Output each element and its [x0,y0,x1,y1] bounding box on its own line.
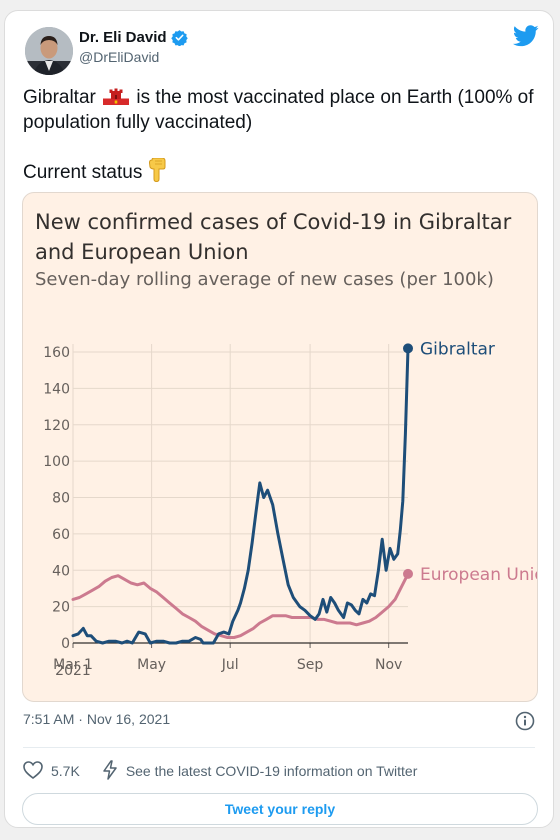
y-tick-label: 60 [52,527,70,543]
author-name[interactable]: Dr. Eli David [79,29,188,46]
backhand-pointing-down-icon [146,157,168,189]
tweet-actions: 5.7K See the latest COVID-19 information… [23,751,417,791]
y-tick-label: 120 [43,418,70,434]
tweet-timestamp[interactable]: 7:51 AM · Nov 16, 2021 [23,711,171,727]
author-avatar[interactable] [25,27,73,75]
tweet-time: 7:51 AM [23,711,75,727]
x-axis-year-label: 2021 [55,663,91,679]
y-tick-label: 0 [61,636,70,652]
tweet-text-part-1: Gibraltar [23,87,102,108]
x-axis-ticks: Mar 1 May Jul Sep Nov [53,657,402,673]
gibraltar-flag-icon [103,87,130,105]
chart-series: European Union Gibraltar [71,339,538,645]
y-tick-label: 20 [52,600,70,616]
y-axis-ticks: 0 20 40 60 80 100 120 140 160 [43,345,70,652]
chart-subtitle: Seven-day rolling average of new cases (… [35,269,494,290]
y-tick-label: 40 [52,563,70,579]
y-tick-label: 140 [43,381,70,397]
tweet-line-1: Gibraltar is the most vaccinated place o… [23,85,543,135]
series-end-dot [403,568,413,579]
series-label: European Union [420,565,538,585]
tweet-date: Nov 16, 2021 [86,711,171,727]
verified-badge-icon [170,29,188,46]
x-tick-label: Jul [221,657,239,673]
covid-info-link[interactable]: See the latest COVID-19 information on T… [102,759,418,783]
like-count: 5.7K [51,763,80,779]
x-tick-label: Nov [375,657,402,673]
current-status-text: Current status [23,162,143,183]
like-button[interactable]: 5.7K [23,760,80,782]
twitter-bird-icon[interactable] [512,25,539,52]
tweet-card: Dr. Eli David @DrEliDavid Gibraltar is t… [4,10,554,828]
x-tick-label: Mar 1 [53,657,93,673]
heart-icon [23,760,43,782]
covid-info-text: See the latest COVID-19 information on T… [125,763,418,779]
divider [23,747,535,748]
y-tick-label: 160 [43,345,70,361]
author-display-name[interactable]: Dr. Eli David [79,29,167,46]
y-tick-label: 80 [52,491,70,507]
x-tick-label: May [137,657,166,673]
series-end-dot [403,343,413,354]
info-icon[interactable] [515,711,535,736]
chart-title: New confirmed cases of Covid-19 in Gibra… [35,210,512,264]
y-tick-label: 100 [43,454,70,470]
tweet-text-part-2: is the most vaccinated place on Earth (1… [23,87,534,133]
chart-image[interactable]: New confirmed cases of Covid-19 in Gibra… [22,192,538,702]
series-line [71,572,410,639]
author-handle[interactable]: @DrEliDavid [79,49,160,65]
series-line [71,346,410,645]
series-label: Gibraltar [420,339,495,359]
tweet-text: Gibraltar is the most vaccinated place o… [23,85,543,189]
x-tick-label: Sep [297,657,324,673]
tweet-line-2: Current status [23,157,543,189]
tweet-your-reply-button[interactable]: Tweet your reply [22,793,538,825]
lightning-icon [102,759,118,783]
